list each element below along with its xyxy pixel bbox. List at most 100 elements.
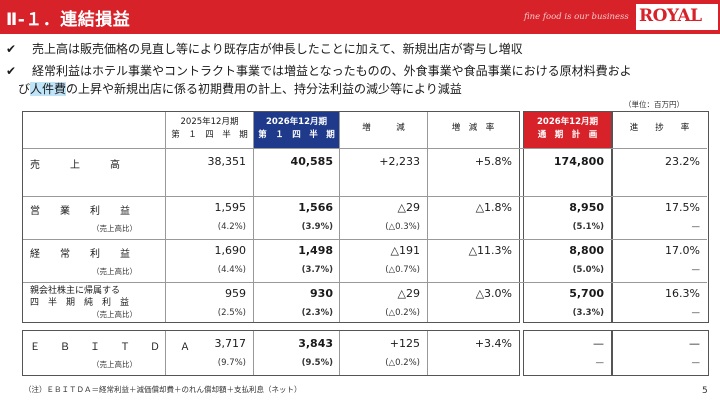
ebitda-progress: — xyxy=(689,337,700,350)
op-progress-ratio: — xyxy=(691,222,701,232)
ni-diff: △29 xyxy=(397,287,420,300)
row-label-sales: 売 上 高 xyxy=(30,160,120,171)
row-sublabel-ratio: （売上高比） xyxy=(92,360,137,369)
col-divider xyxy=(253,331,254,375)
sales-rate: +5.8% xyxy=(474,155,512,168)
ebitda-prev-ratio: (9.7%) xyxy=(217,358,246,368)
title-bar: Ⅱ-１．連結損益 fine food is our business ROYAL xyxy=(0,0,720,34)
col-divider xyxy=(253,112,254,322)
ni-rate: △3.0% xyxy=(475,287,512,300)
ebitda-diff: +125 xyxy=(389,337,420,350)
op-progress: 17.5% xyxy=(665,201,700,214)
row-label-net-income-line-2: 四 半 期 純 利 益 xyxy=(30,298,130,308)
ord-progress: 17.0% xyxy=(665,244,700,257)
ni-plan: 5,700 xyxy=(569,287,604,300)
header-plan-line-2: 通 期 計 画 xyxy=(537,130,598,140)
row-sublabel-ratio: （売上高比） xyxy=(92,224,137,233)
header-curr-line-2: 第 １ 四 半 期 xyxy=(258,130,335,140)
op-plan: 8,950 xyxy=(569,201,604,214)
ord-prev: 1,690 xyxy=(214,244,247,257)
plan-ebitda-frame xyxy=(523,330,613,376)
bullet-1-text: 売上高は販売価格の見直し等により既存店が伸長したことに加えて、新規出店が寄与し増… xyxy=(32,42,523,56)
op-diff: △29 xyxy=(397,201,420,214)
ebitda-diff-ratio: (△0.2%) xyxy=(385,358,420,368)
ebitda-curr-ratio: (9.5%) xyxy=(301,358,333,368)
row-label-ebitda: Ｅ Ｂ Ｉ Ｔ Ｄ Ａ xyxy=(30,342,190,353)
bullet-2-line-2-prefix: び xyxy=(18,81,31,96)
royal-logo: ROYAL xyxy=(636,4,718,30)
ord-rate: △11.3% xyxy=(468,244,512,257)
sales-diff: +2,233 xyxy=(379,155,420,168)
checkmark-icon: ✔ xyxy=(6,64,17,78)
col-divider xyxy=(427,112,428,322)
ebitda-table-frame xyxy=(22,330,520,376)
ni-progress: 16.3% xyxy=(665,287,700,300)
bullet-2-line-2: び人件費の上昇や新規出店に係る初期費用の計上、持分法利益の減少等により減益 xyxy=(6,81,714,99)
col-divider xyxy=(339,112,340,322)
op-prev: 1,595 xyxy=(214,201,247,214)
header-diff: 増 減 xyxy=(362,123,405,133)
ord-plan-ratio: (5.0%) xyxy=(572,265,604,275)
main-table-frame xyxy=(22,111,520,323)
ord-progress-ratio: — xyxy=(691,265,701,275)
row-label-ordinary-profit: 経 常 利 益 xyxy=(30,249,130,260)
op-curr: 1,566 xyxy=(298,201,333,214)
footnote: （注）ＥＢＩＴＤＡ＝経常利益＋減価償却費＋のれん償却額＋支払利息（ネット） xyxy=(24,385,302,394)
col-divider xyxy=(427,331,428,375)
page-number: 5 xyxy=(702,386,708,396)
op-diff-ratio: (△0.3%) xyxy=(385,222,420,232)
sales-progress: 23.2% xyxy=(665,155,700,168)
header-curr-q1: 2026年12月期 第 １ 四 半 期 xyxy=(254,112,339,148)
unit-note: （単位：百万円） xyxy=(624,100,684,109)
ord-plan: 8,800 xyxy=(569,244,604,257)
op-rate: △1.8% xyxy=(475,201,512,214)
ebitda-prev: 3,717 xyxy=(214,337,247,350)
header-rate: 増 減 率 xyxy=(451,123,495,133)
ebitda-progress-ratio: — xyxy=(691,358,701,368)
page-title: Ⅱ-１．連結損益 xyxy=(6,10,131,30)
ni-plan-ratio: (3.3%) xyxy=(572,308,604,318)
ni-diff-ratio: (△0.2%) xyxy=(385,308,420,318)
row-label-operating-profit: 営 業 利 益 xyxy=(30,206,130,217)
bullet-2-line-1: 経常利益はホテル事業やコントラクト事業では増益となったものの、外食事業や食品事業… xyxy=(32,64,632,78)
ord-diff-ratio: (△0.7%) xyxy=(385,265,420,275)
row-divider xyxy=(23,239,707,240)
checkmark-icon: ✔ xyxy=(6,42,17,56)
ebitda-curr: 3,843 xyxy=(298,337,333,350)
highlighted-phrase: 人件費 xyxy=(30,81,67,96)
bullet-2: ✔ 経常利益はホテル事業やコントラクト事業では増益となったものの、外食事業や食品… xyxy=(6,63,714,98)
sales-curr: 40,585 xyxy=(290,155,333,168)
ni-progress-ratio: — xyxy=(691,308,701,318)
ebitda-plan-ratio: — xyxy=(595,358,605,368)
header-prev-line-2: 第 １ 四 半 期 xyxy=(171,130,248,140)
ord-diff: △191 xyxy=(390,244,420,257)
bullet-2-line-2-rest: の上昇や新規出店に係る初期費用の計上、持分法利益の減少等により減益 xyxy=(66,81,462,96)
ebitda-plan: — xyxy=(593,337,604,350)
ord-curr: 1,498 xyxy=(298,244,333,257)
header-plan: 2026年12月期 通 期 計 画 xyxy=(524,112,611,148)
op-curr-ratio: (3.9%) xyxy=(301,222,333,232)
row-divider xyxy=(23,196,707,197)
ni-curr-ratio: (2.3%) xyxy=(301,308,333,318)
tagline: fine food is our business xyxy=(524,12,629,22)
row-label-net-income: 親会社株主に帰属する xyxy=(30,286,121,296)
row-divider xyxy=(23,282,707,283)
bullet-1: ✔ 売上高は販売価格の見直し等により既存店が伸長したことに加えて、新規出店が寄与… xyxy=(6,41,714,59)
ord-prev-ratio: (4.4%) xyxy=(217,265,246,275)
bullet-2-text: 経常利益はホテル事業やコントラクト事業では増益となったものの、外食事業や食品事業… xyxy=(6,63,714,81)
col-divider xyxy=(165,331,166,375)
progress-ebitda-frame xyxy=(611,330,709,376)
ni-prev: 959 xyxy=(225,287,246,300)
row-sublabel-ratio: （売上高比） xyxy=(92,267,137,276)
plan-table-frame xyxy=(523,111,613,323)
row-divider xyxy=(23,148,707,149)
ni-curr: 930 xyxy=(310,287,333,300)
ebitda-rate: +3.4% xyxy=(474,337,512,350)
sales-plan: 174,800 xyxy=(553,155,604,168)
op-prev-ratio: (4.2%) xyxy=(217,222,246,232)
ord-curr-ratio: (3.7%) xyxy=(301,265,333,275)
sales-prev: 38,351 xyxy=(207,155,247,168)
op-plan-ratio: (5.1%) xyxy=(572,222,604,232)
row-sublabel-ratio: （売上高比） xyxy=(92,310,137,319)
col-divider xyxy=(339,331,340,375)
